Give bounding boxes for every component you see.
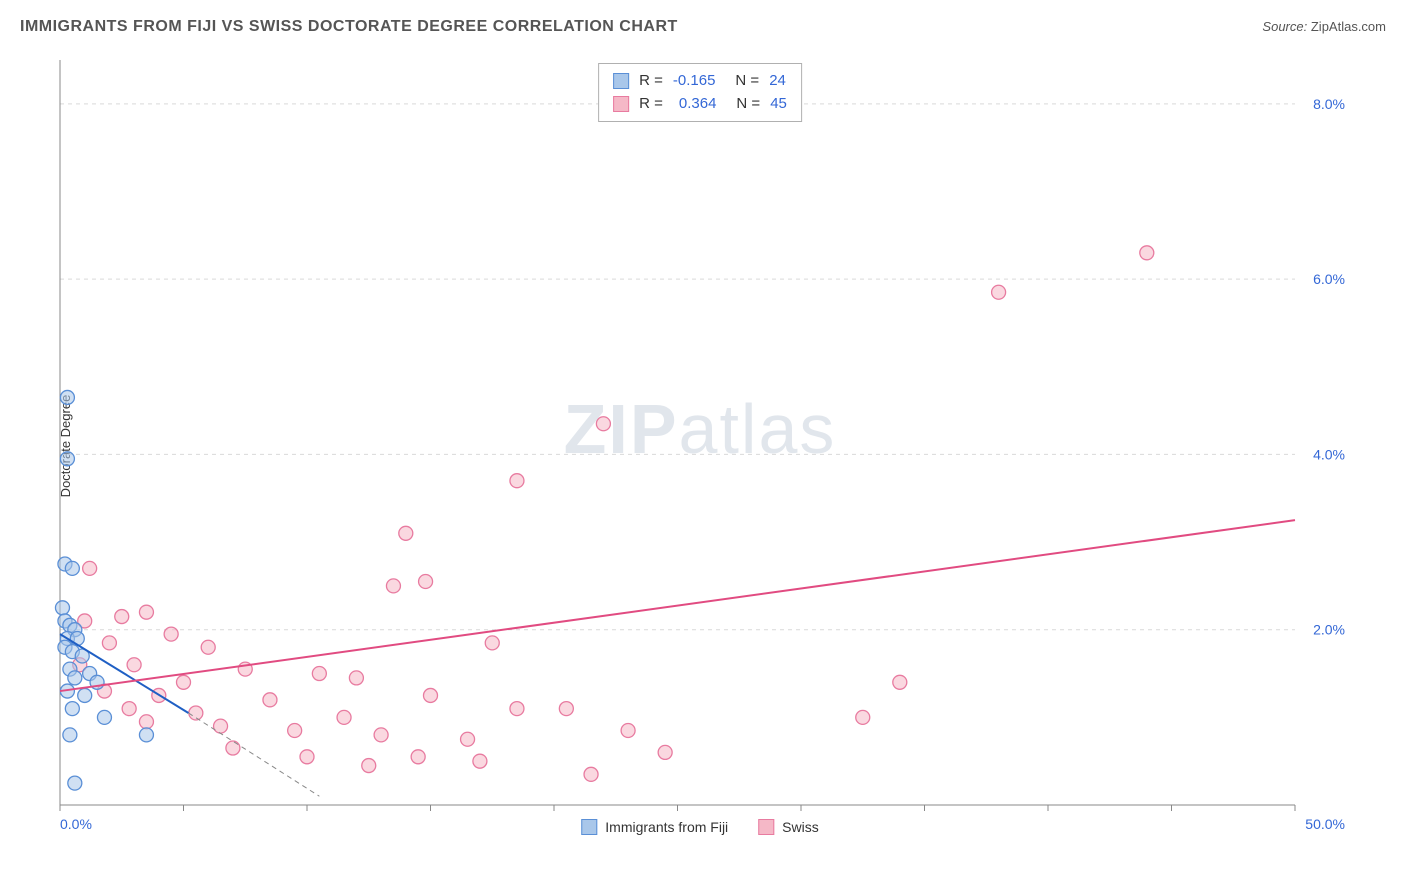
source-name: ZipAtlas.com bbox=[1311, 19, 1386, 34]
n-label: N = bbox=[736, 93, 760, 116]
fiji-swatch bbox=[581, 819, 597, 835]
stats-row-fiji: R = -0.165 N = 24 bbox=[613, 70, 787, 93]
source-attribution: Source: ZipAtlas.com bbox=[1262, 19, 1386, 34]
swiss-swatch bbox=[613, 96, 629, 112]
stats-legend-box: R = -0.165 N = 24 R = 0.364 N = 45 bbox=[598, 63, 802, 122]
svg-text:6.0%: 6.0% bbox=[1313, 271, 1345, 287]
svg-text:50.0%: 50.0% bbox=[1305, 816, 1345, 832]
swiss-n-value: 45 bbox=[770, 93, 787, 116]
header-bar: IMMIGRANTS FROM FIJI VS SWISS DOCTORATE … bbox=[20, 18, 1386, 36]
chart-area: 2.0%4.0%6.0%8.0%0.0%50.0% ZIPatlas R = -… bbox=[50, 55, 1350, 835]
swiss-r-value: 0.364 bbox=[679, 93, 717, 116]
n-label: N = bbox=[735, 70, 759, 93]
r-label: R = bbox=[639, 93, 663, 116]
fiji-r-value: -0.165 bbox=[673, 70, 716, 93]
stats-row-swiss: R = 0.364 N = 45 bbox=[613, 93, 787, 116]
chart-title: IMMIGRANTS FROM FIJI VS SWISS DOCTORATE … bbox=[20, 18, 678, 36]
scatter-chart: 2.0% 4.0% 6.0% 8.0% 0.0% 50.0% bbox=[50, 55, 1350, 835]
r-label: R = bbox=[639, 70, 663, 93]
legend-item-swiss: Swiss bbox=[758, 819, 819, 835]
fiji-label: Immigrants from Fiji bbox=[605, 819, 728, 835]
bottom-legend: Immigrants from Fiji Swiss bbox=[581, 819, 818, 835]
source-prefix: Source: bbox=[1262, 19, 1307, 34]
svg-text:2.0%: 2.0% bbox=[1313, 622, 1345, 638]
swiss-label: Swiss bbox=[782, 819, 819, 835]
svg-text:0.0%: 0.0% bbox=[60, 816, 92, 832]
fiji-swatch bbox=[613, 73, 629, 89]
svg-text:8.0%: 8.0% bbox=[1313, 96, 1345, 112]
svg-text:4.0%: 4.0% bbox=[1313, 446, 1345, 462]
swiss-swatch bbox=[758, 819, 774, 835]
legend-item-fiji: Immigrants from Fiji bbox=[581, 819, 728, 835]
fiji-n-value: 24 bbox=[769, 70, 786, 93]
